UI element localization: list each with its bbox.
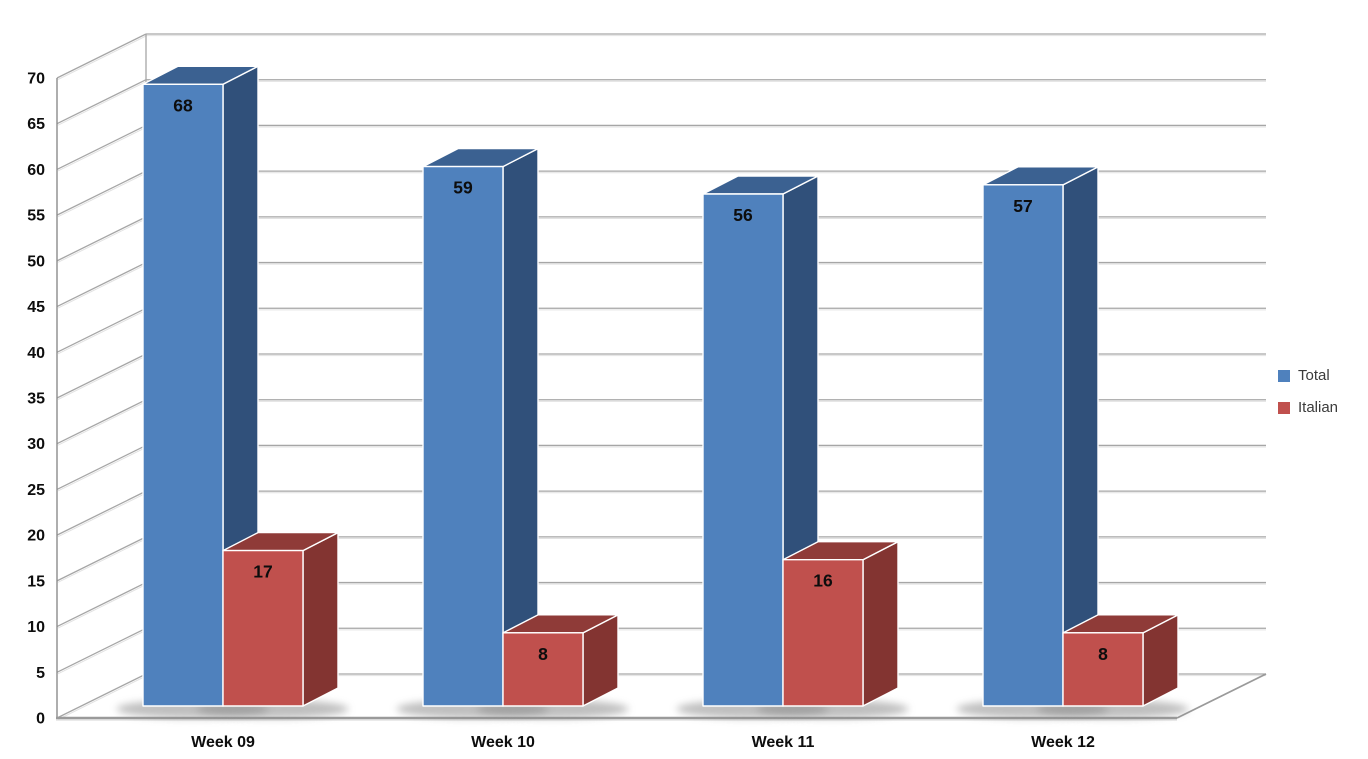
gridline-diagonal-15: [56, 536, 147, 582]
bar-italian-week-10: [502, 614, 619, 707]
bar-label-italian-week-09: 17: [253, 562, 272, 582]
y-tick-label-40: 40: [27, 345, 45, 362]
bar-italian-week-12: [1062, 614, 1179, 707]
bar-front-face-total-week-11: [702, 193, 784, 707]
bar-front-face-italian-week-12: [1062, 632, 1144, 707]
legend-swatch-italian-icon: [1278, 402, 1290, 414]
legend-label-total: Total: [1298, 367, 1330, 384]
y-tick-label-35: 35: [27, 391, 45, 408]
gridline-diagonal-hl-30: [57, 400, 148, 446]
gridline-diagonal-hl-70: [57, 35, 148, 80]
gridline-diagonal-5: [56, 627, 147, 673]
legend-swatch-total-icon: [1278, 370, 1290, 382]
x-category-label-week-10: Week 10: [471, 734, 535, 751]
y-tick-label-45: 45: [27, 299, 45, 316]
y-tick-label-65: 65: [27, 116, 45, 133]
y-tick-label-10: 10: [27, 619, 45, 636]
bar-side-face-italian-week-11: [862, 541, 899, 707]
gridline-diagonal-hl-55: [57, 172, 148, 218]
bar-italian-week-09: [222, 531, 339, 707]
gridline-diagonal-40: [56, 307, 147, 353]
gridline-diagonal-hl-40: [57, 309, 148, 355]
gridline-diagonal-hl-35: [57, 355, 148, 400]
floor-right-edge: [1176, 673, 1267, 719]
bar-front-face-italian-week-10: [502, 632, 584, 707]
gridline-diagonal-0: [56, 673, 147, 719]
gridline-diagonal-60: [56, 124, 147, 171]
y-tick-label-70: 70: [27, 71, 45, 88]
bar-label-total-week-10: 59: [453, 178, 473, 198]
legend-item-italian: Italian: [1278, 398, 1338, 418]
legend-item-total: Total: [1278, 366, 1338, 386]
gridline-diagonal-hl-15: [57, 537, 148, 583]
y-tick-label-20: 20: [27, 528, 45, 545]
gridline-diagonal-55: [56, 170, 147, 216]
y-tick-label-55: 55: [27, 208, 45, 225]
x-category-label-week-09: Week 09: [191, 734, 255, 751]
y-tick-label-50: 50: [27, 253, 45, 270]
y-tick-label-30: 30: [27, 436, 45, 453]
gridline-diagonal-30: [56, 399, 147, 445]
bar-label-italian-week-10: 8: [538, 644, 548, 664]
gridline-diagonal-hl-45: [57, 263, 148, 309]
y-tick-label-5: 5: [36, 665, 45, 682]
y-tick-label-60: 60: [27, 162, 45, 179]
gridline-diagonal-65: [56, 79, 147, 125]
bar-front-face-total-week-10: [422, 165, 504, 707]
bar-label-italian-week-11: 16: [813, 571, 833, 591]
bar-total-week-12: [982, 166, 1099, 707]
y-tick-label-15: 15: [27, 573, 45, 590]
x-category-label-week-12: Week 12: [1031, 734, 1095, 751]
gridline-diagonal-hl-50: [57, 217, 148, 263]
chart-legend: Total Italian: [1278, 366, 1338, 418]
bar-front-face-italian-week-09: [222, 549, 304, 707]
bar-total-week-10: [422, 147, 539, 707]
gridline-diagonal-hl-0: [57, 675, 148, 720]
gridline-diagonal-35: [56, 353, 147, 399]
bar-front-face-total-week-12: [982, 184, 1064, 707]
bar-label-italian-week-12: 8: [1098, 644, 1108, 664]
gridline-diagonal-hl-10: [57, 583, 148, 629]
bar-italian-week-11: [782, 541, 899, 707]
gridline-diagonal-hl-60: [57, 126, 148, 172]
gridline-diagonal-hl-20: [57, 492, 148, 538]
bar-front-face-italian-week-11: [782, 559, 864, 707]
legend-label-italian: Italian: [1298, 399, 1339, 416]
gridline-diagonal-hl-25: [57, 446, 148, 492]
bar-label-total-week-12: 57: [1013, 196, 1032, 216]
gridline-diagonal-70: [56, 33, 147, 79]
bar-front-face-total-week-09: [142, 83, 224, 707]
gridline-diagonal-45: [56, 261, 147, 308]
bar-label-total-week-09: 68: [173, 95, 193, 115]
bar-label-total-week-11: 56: [733, 205, 753, 225]
gridline-diagonal-20: [56, 490, 147, 536]
gridline-diagonal-hl-5: [57, 629, 148, 675]
gridline-diagonal-50: [56, 216, 147, 262]
gridline-diagonal-25: [56, 444, 147, 491]
gridline-diagonal-hl-65: [57, 80, 148, 126]
x-category-label-week-11: Week 11: [752, 734, 815, 751]
y-tick-label-25: 25: [27, 482, 45, 499]
gridline-diagonal-10: [56, 581, 147, 628]
bar-side-face-italian-week-09: [302, 531, 339, 707]
y-tick-label-0: 0: [36, 711, 45, 728]
